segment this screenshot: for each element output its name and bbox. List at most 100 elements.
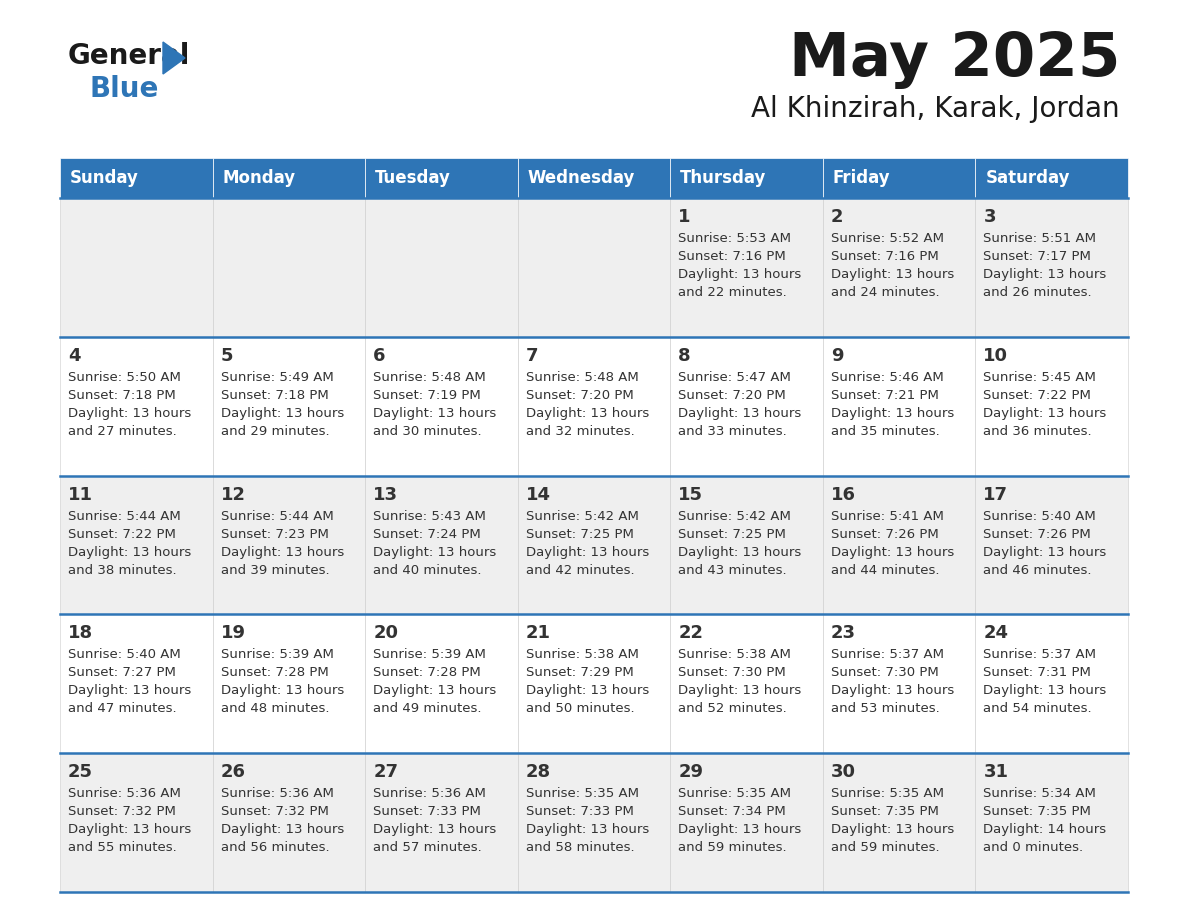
Text: 29: 29 (678, 763, 703, 781)
Text: Sunrise: 5:36 AM: Sunrise: 5:36 AM (68, 788, 181, 800)
Text: and 22 minutes.: and 22 minutes. (678, 286, 786, 299)
Bar (823, 337, 975, 476)
Text: Daylight: 13 hours: Daylight: 13 hours (526, 823, 649, 836)
Text: and 29 minutes.: and 29 minutes. (221, 425, 329, 438)
Text: 18: 18 (68, 624, 93, 643)
Text: Sunrise: 5:43 AM: Sunrise: 5:43 AM (373, 509, 486, 522)
Text: Daylight: 13 hours: Daylight: 13 hours (221, 407, 343, 420)
Bar (61, 158, 213, 198)
Text: Daylight: 13 hours: Daylight: 13 hours (68, 685, 191, 698)
Text: 1: 1 (678, 208, 690, 226)
Bar (61, 198, 213, 337)
Text: and 47 minutes.: and 47 minutes. (68, 702, 177, 715)
Bar (365, 198, 518, 337)
Text: 16: 16 (830, 486, 855, 504)
Text: and 39 minutes.: and 39 minutes. (221, 564, 329, 577)
Text: Daylight: 13 hours: Daylight: 13 hours (984, 268, 1107, 281)
Text: May 2025: May 2025 (789, 30, 1120, 89)
Text: 31: 31 (984, 763, 1009, 781)
Text: 14: 14 (526, 486, 551, 504)
Text: Sunset: 7:26 PM: Sunset: 7:26 PM (830, 528, 939, 541)
Text: Sunrise: 5:51 AM: Sunrise: 5:51 AM (984, 232, 1097, 245)
Text: 12: 12 (221, 486, 246, 504)
Bar (975, 198, 1127, 337)
Text: Daylight: 13 hours: Daylight: 13 hours (984, 545, 1107, 558)
Text: Sunrise: 5:35 AM: Sunrise: 5:35 AM (830, 788, 943, 800)
Polygon shape (163, 42, 185, 74)
Text: Daylight: 13 hours: Daylight: 13 hours (221, 545, 343, 558)
Text: Sunset: 7:22 PM: Sunset: 7:22 PM (984, 389, 1092, 402)
Bar (518, 337, 670, 476)
Text: 4: 4 (68, 347, 81, 364)
Text: Sunset: 7:30 PM: Sunset: 7:30 PM (830, 666, 939, 679)
Bar (670, 198, 823, 337)
Text: and 56 minutes.: and 56 minutes. (221, 841, 329, 855)
Text: Sunrise: 5:39 AM: Sunrise: 5:39 AM (373, 648, 486, 661)
Bar (823, 198, 975, 337)
Text: Daylight: 13 hours: Daylight: 13 hours (830, 268, 954, 281)
Text: Sunset: 7:19 PM: Sunset: 7:19 PM (373, 389, 481, 402)
Bar (518, 614, 670, 753)
Text: 15: 15 (678, 486, 703, 504)
Bar (975, 158, 1127, 198)
Text: Saturday: Saturday (985, 169, 1070, 187)
Text: Sunset: 7:31 PM: Sunset: 7:31 PM (984, 666, 1092, 679)
Bar (213, 614, 365, 753)
Text: Sunrise: 5:44 AM: Sunrise: 5:44 AM (221, 509, 334, 522)
Bar (518, 476, 670, 614)
Text: 25: 25 (68, 763, 93, 781)
Bar (975, 753, 1127, 892)
Text: Daylight: 13 hours: Daylight: 13 hours (221, 685, 343, 698)
Text: 10: 10 (984, 347, 1009, 364)
Text: Daylight: 13 hours: Daylight: 13 hours (830, 545, 954, 558)
Text: Daylight: 13 hours: Daylight: 13 hours (678, 545, 802, 558)
Text: and 52 minutes.: and 52 minutes. (678, 702, 786, 715)
Text: Sunset: 7:32 PM: Sunset: 7:32 PM (221, 805, 328, 818)
Text: 6: 6 (373, 347, 386, 364)
Text: Daylight: 13 hours: Daylight: 13 hours (678, 685, 802, 698)
Text: and 32 minutes.: and 32 minutes. (526, 425, 634, 438)
Text: 23: 23 (830, 624, 855, 643)
Text: Sunrise: 5:37 AM: Sunrise: 5:37 AM (830, 648, 943, 661)
Text: 21: 21 (526, 624, 551, 643)
Bar (61, 476, 213, 614)
Text: Daylight: 13 hours: Daylight: 13 hours (830, 685, 954, 698)
Text: Daylight: 13 hours: Daylight: 13 hours (678, 407, 802, 420)
Text: 7: 7 (526, 347, 538, 364)
Text: Sunrise: 5:35 AM: Sunrise: 5:35 AM (526, 788, 639, 800)
Text: Sunset: 7:23 PM: Sunset: 7:23 PM (221, 528, 328, 541)
Bar (61, 614, 213, 753)
Bar (365, 753, 518, 892)
Text: and 53 minutes.: and 53 minutes. (830, 702, 940, 715)
Text: 27: 27 (373, 763, 398, 781)
Bar (365, 158, 518, 198)
Text: and 43 minutes.: and 43 minutes. (678, 564, 786, 577)
Bar (823, 753, 975, 892)
Text: 5: 5 (221, 347, 233, 364)
Text: Sunset: 7:27 PM: Sunset: 7:27 PM (68, 666, 176, 679)
Bar (213, 158, 365, 198)
Bar (213, 198, 365, 337)
Text: Sunset: 7:25 PM: Sunset: 7:25 PM (526, 528, 633, 541)
Text: and 50 minutes.: and 50 minutes. (526, 702, 634, 715)
Text: and 42 minutes.: and 42 minutes. (526, 564, 634, 577)
Text: Daylight: 13 hours: Daylight: 13 hours (830, 407, 954, 420)
Text: Sunrise: 5:36 AM: Sunrise: 5:36 AM (221, 788, 334, 800)
Text: Sunrise: 5:41 AM: Sunrise: 5:41 AM (830, 509, 943, 522)
Text: Sunrise: 5:45 AM: Sunrise: 5:45 AM (984, 371, 1097, 384)
Text: Daylight: 14 hours: Daylight: 14 hours (984, 823, 1106, 836)
Text: Thursday: Thursday (681, 169, 766, 187)
Text: Sunset: 7:28 PM: Sunset: 7:28 PM (221, 666, 328, 679)
Text: Sunrise: 5:53 AM: Sunrise: 5:53 AM (678, 232, 791, 245)
Text: 11: 11 (68, 486, 93, 504)
Text: Sunrise: 5:38 AM: Sunrise: 5:38 AM (678, 648, 791, 661)
Text: Daylight: 13 hours: Daylight: 13 hours (373, 545, 497, 558)
Text: Sunrise: 5:40 AM: Sunrise: 5:40 AM (984, 509, 1097, 522)
Bar (518, 198, 670, 337)
Text: Sunset: 7:25 PM: Sunset: 7:25 PM (678, 528, 786, 541)
Text: and 44 minutes.: and 44 minutes. (830, 564, 940, 577)
Text: Daylight: 13 hours: Daylight: 13 hours (68, 407, 191, 420)
Text: Daylight: 13 hours: Daylight: 13 hours (678, 823, 802, 836)
Text: Sunrise: 5:34 AM: Sunrise: 5:34 AM (984, 788, 1097, 800)
Text: and 30 minutes.: and 30 minutes. (373, 425, 482, 438)
